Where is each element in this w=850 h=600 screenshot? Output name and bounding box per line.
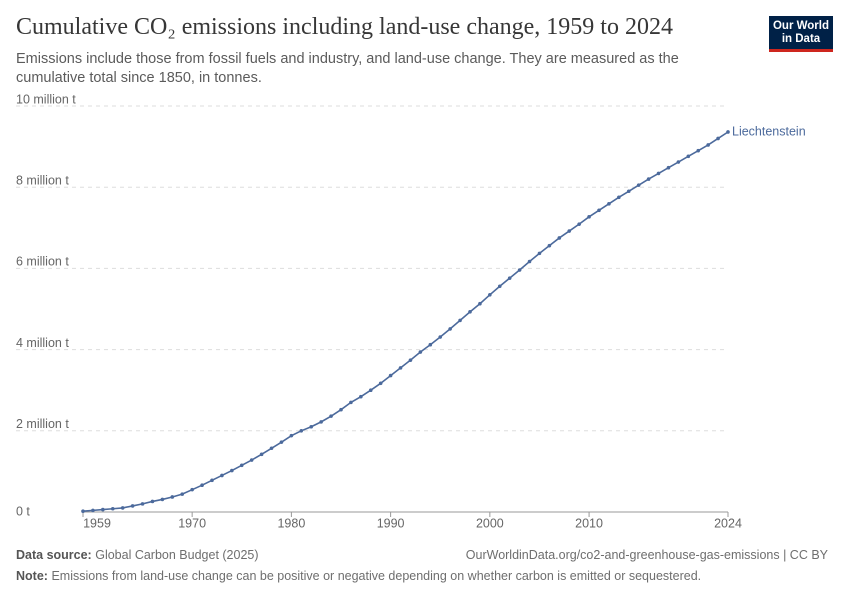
data-point [497, 284, 502, 289]
data-point [249, 458, 254, 462]
chart-title: Cumulative CO₂ emissions including land-… [16, 14, 673, 40]
data-point [716, 136, 720, 141]
data-point [259, 452, 264, 457]
data-point [706, 143, 710, 147]
x-tick-label: 1990 [377, 516, 405, 530]
data-point [180, 492, 185, 496]
data-point [656, 171, 661, 176]
y-tick-label: 6 million t [16, 255, 69, 269]
data-point [636, 183, 641, 187]
data-point [130, 504, 135, 508]
data-point [160, 497, 165, 502]
data-point [676, 160, 681, 164]
data-point [378, 381, 383, 386]
data-point [91, 508, 95, 513]
data-point [349, 400, 353, 405]
data-point [557, 236, 562, 240]
data-point [418, 350, 423, 354]
data-point [230, 468, 234, 473]
data-point [607, 202, 611, 206]
data-point [200, 483, 204, 488]
data-point [309, 424, 314, 429]
x-tick-label: 1980 [277, 516, 305, 530]
data-point [269, 446, 274, 451]
data-point [279, 440, 284, 444]
data-point [617, 195, 621, 200]
data-point [101, 507, 105, 512]
data-point [190, 487, 194, 492]
x-tick-label: 2010 [575, 516, 603, 530]
data-point [527, 259, 532, 264]
data-point [170, 495, 175, 499]
x-tick-label: 1970 [178, 516, 206, 530]
data-point [289, 433, 294, 438]
data-point [210, 478, 214, 483]
x-tick-label: 2000 [476, 516, 504, 530]
note-text: Emissions from land-use change can be po… [51, 569, 702, 583]
data-point [567, 229, 572, 233]
data-point [577, 222, 581, 226]
data-point [339, 407, 343, 412]
logo[interactable]: Our World in Data [769, 16, 833, 52]
data-point [488, 292, 492, 297]
data-point [686, 154, 691, 159]
data-point [140, 502, 145, 506]
data-point [626, 189, 631, 194]
data-point [408, 358, 413, 362]
source: Data source: Global Carbon Budget (2025) [16, 548, 259, 562]
data-point [438, 335, 443, 339]
chart-subtitle: Emissions include those from fossil fuel… [16, 51, 679, 86]
data-point [448, 327, 452, 331]
data-point [319, 420, 323, 424]
y-tick-label: 0 t [16, 504, 30, 518]
note: Note: Emissions from land-use change can… [16, 569, 701, 583]
data-point [368, 388, 373, 393]
x-tick-label: 1959 [83, 516, 111, 530]
data-point [81, 509, 85, 513]
data-point [478, 301, 482, 306]
data-point [299, 429, 304, 433]
y-tick-label: 2 million t [16, 417, 69, 431]
series-line [82, 131, 729, 512]
data-point [458, 318, 462, 323]
data-point [220, 473, 224, 478]
data-point [468, 310, 472, 314]
data-point [547, 243, 552, 248]
data-point [359, 394, 363, 399]
data-point [597, 208, 601, 213]
data-point [388, 373, 393, 378]
data-point [239, 463, 244, 468]
y-tick-label: 8 million t [16, 173, 69, 187]
data-point [726, 130, 730, 134]
data-point [150, 499, 155, 504]
data-point [398, 366, 403, 370]
note-label: Note: [16, 569, 48, 583]
series-label: Liechtenstein [732, 124, 806, 138]
source-url[interactable]: OurWorldinData.org/co2-and-greenhouse-ga… [465, 548, 828, 562]
source-label: Data source: [16, 548, 92, 562]
data-point [329, 414, 333, 418]
data-point [537, 251, 542, 256]
data-point [666, 165, 671, 170]
data-point [428, 342, 433, 347]
data-point [646, 177, 651, 181]
data-point [507, 276, 512, 280]
data-point [587, 215, 591, 219]
data-point [120, 506, 125, 510]
data-point [696, 148, 701, 153]
y-tick-label: 4 million t [16, 336, 69, 350]
x-tick-label: 2024 [714, 516, 742, 530]
source-text: Global Carbon Budget (2025) [95, 548, 259, 562]
y-tick-label: 10 million t [16, 92, 76, 106]
data-point [110, 506, 115, 511]
data-point [517, 268, 522, 272]
